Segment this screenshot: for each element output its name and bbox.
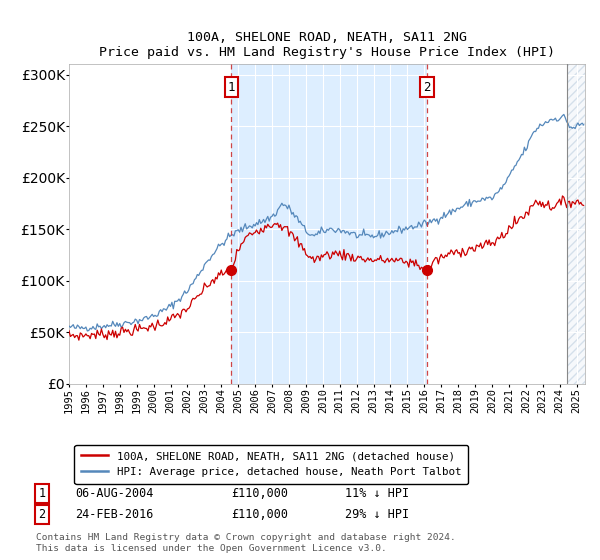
Bar — [232, 64, 427, 384]
Title: 100A, SHELONE ROAD, NEATH, SA11 2NG
Price paid vs. HM Land Registry's House Pric: 100A, SHELONE ROAD, NEATH, SA11 2NG Pric… — [99, 31, 555, 59]
Text: £110,000: £110,000 — [231, 487, 288, 501]
Bar — [567, 64, 593, 384]
Text: 2: 2 — [38, 507, 46, 521]
Bar — [567, 64, 593, 384]
Text: Contains HM Land Registry data © Crown copyright and database right 2024.
This d: Contains HM Land Registry data © Crown c… — [36, 534, 456, 553]
Text: 1: 1 — [38, 487, 46, 501]
Legend: 100A, SHELONE ROAD, NEATH, SA11 2NG (detached house), HPI: Average price, detach: 100A, SHELONE ROAD, NEATH, SA11 2NG (det… — [74, 445, 467, 484]
Text: 2: 2 — [423, 81, 431, 94]
Text: 11% ↓ HPI: 11% ↓ HPI — [345, 487, 409, 501]
Text: 29% ↓ HPI: 29% ↓ HPI — [345, 507, 409, 521]
Text: 1: 1 — [227, 81, 235, 94]
Text: 24-FEB-2016: 24-FEB-2016 — [75, 507, 154, 521]
Text: £110,000: £110,000 — [231, 507, 288, 521]
Text: 06-AUG-2004: 06-AUG-2004 — [75, 487, 154, 501]
